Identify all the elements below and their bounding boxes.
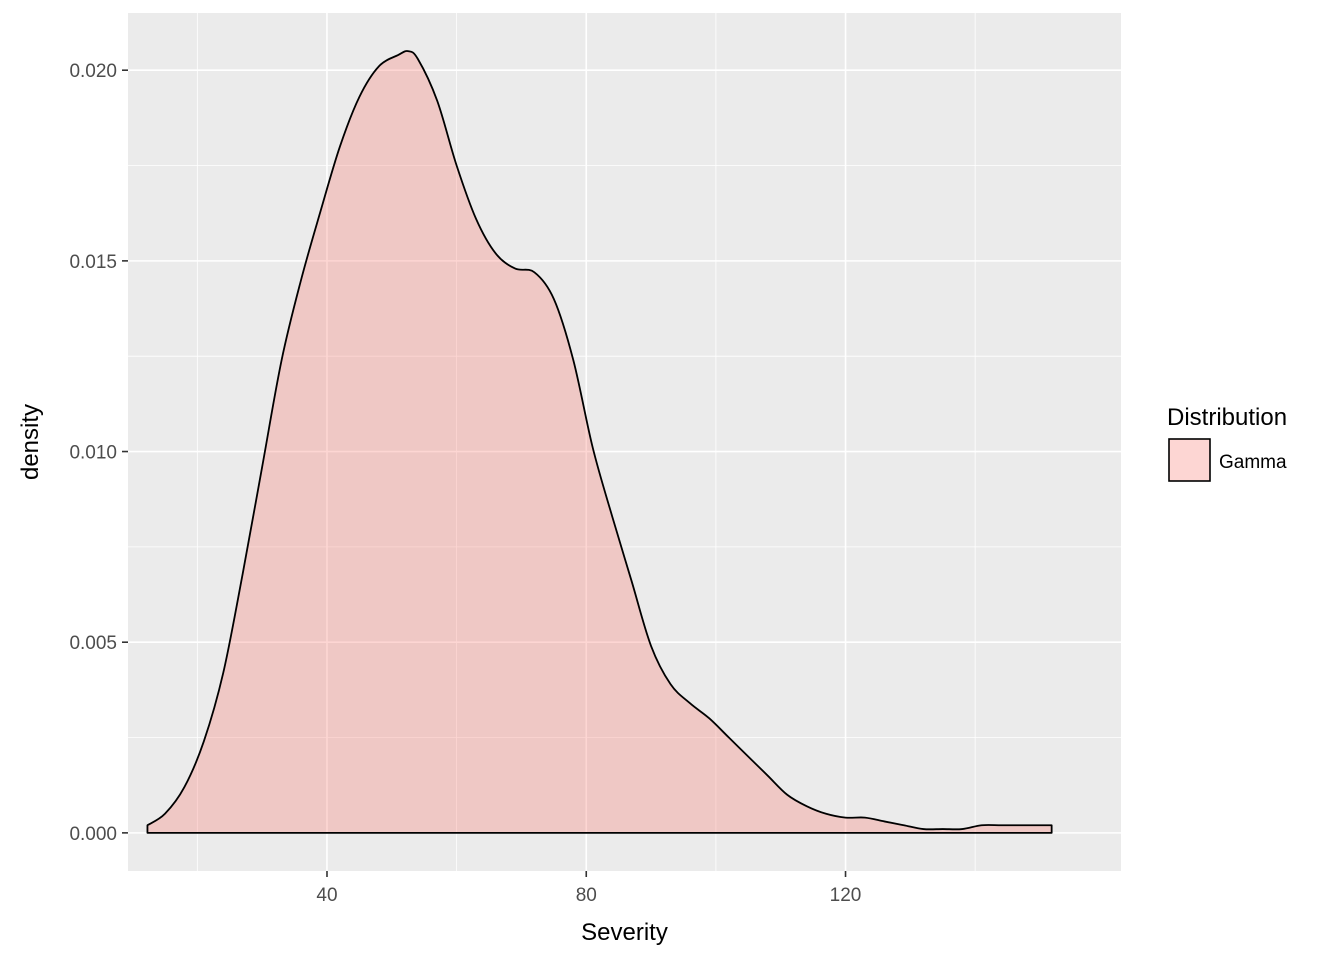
x-axis-title: Severity	[581, 919, 668, 946]
y-tick-label: 0.005	[69, 633, 117, 654]
plot-panel	[128, 13, 1121, 871]
x-tick-label: 80	[576, 885, 597, 906]
y-tick-label: 0.015	[69, 252, 117, 273]
y-axis-title: density	[17, 404, 44, 480]
legend: Distribution Gamma	[1167, 404, 1287, 482]
y-tick-label: 0.010	[69, 443, 117, 464]
density-area-gamma	[146, 50, 1053, 834]
legend-key-gamma	[1168, 438, 1211, 482]
x-axis: 40 80 120	[316, 871, 861, 906]
y-tick-label: 0.000	[69, 824, 117, 845]
minor-gridlines	[128, 13, 1121, 871]
x-tick-label: 120	[830, 885, 862, 906]
y-tick-label: 0.020	[69, 61, 117, 82]
density-series	[146, 50, 1053, 834]
legend-label-gamma: Gamma	[1219, 452, 1287, 473]
legend-title: Distribution	[1167, 404, 1287, 431]
y-axis: 0.000 0.005 0.010 0.015 0.020	[69, 61, 128, 845]
x-tick-label: 40	[316, 885, 337, 906]
